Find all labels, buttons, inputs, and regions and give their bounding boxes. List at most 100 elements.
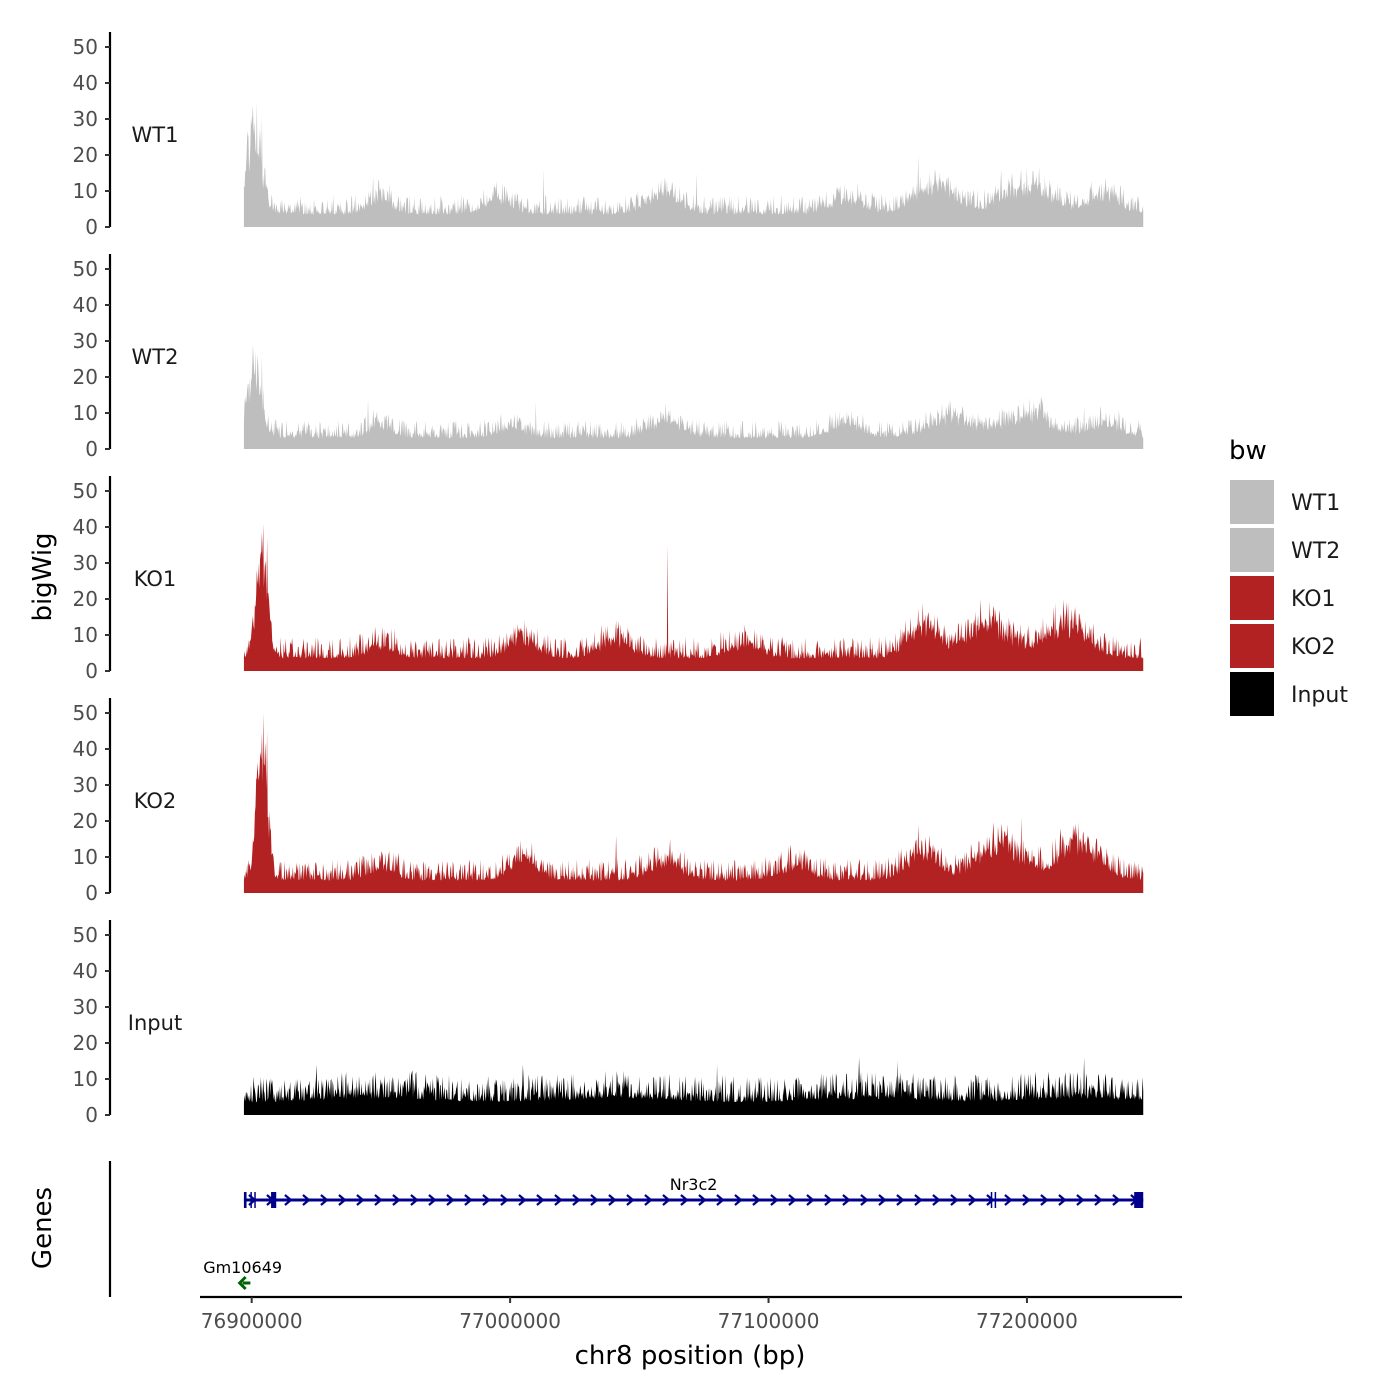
y-tick-label: 40 (73, 293, 98, 317)
y-tick-label: 30 (73, 773, 98, 797)
strand-chevron (1112, 1194, 1121, 1206)
y-tick-label: 20 (73, 1031, 98, 1055)
exon (254, 1192, 256, 1208)
strand-chevron (572, 1194, 581, 1206)
strand-chevron (284, 1194, 293, 1206)
strand-chevron (626, 1194, 635, 1206)
y-tick-label: 0 (85, 1103, 98, 1127)
legend-key-wt2 (1230, 528, 1274, 572)
y-axis-title: bigWig (28, 532, 58, 621)
strand-chevron (356, 1194, 365, 1206)
y-tick-label: 30 (73, 995, 98, 1019)
strand-chevron (950, 1194, 959, 1206)
legend-title: bw (1229, 436, 1267, 466)
strand-chevron (338, 1194, 347, 1206)
y-tick-label: 30 (73, 107, 98, 131)
strand-chevron (237, 1275, 247, 1291)
strand-chevron (536, 1194, 545, 1206)
genes-axis-title: Genes (28, 1187, 58, 1269)
strand-chevron (320, 1194, 329, 1206)
strand-chevron (860, 1194, 869, 1206)
exon (994, 1192, 997, 1208)
signal-area-wt1 (243, 100, 1144, 227)
strand-chevron (1004, 1194, 1013, 1206)
strand-chevron (1076, 1194, 1085, 1206)
track-input: 0 10 20 30 40 50 Input (73, 920, 1144, 1127)
legend-key-ko2 (1230, 624, 1274, 668)
strand-chevron (986, 1194, 995, 1206)
strand-chevron (644, 1194, 653, 1206)
strand-chevron (1022, 1194, 1031, 1206)
y-tick-label: 50 (73, 479, 98, 503)
y-tick-label: 0 (85, 659, 98, 683)
track-label: KO2 (134, 789, 177, 813)
y-tick-label: 10 (73, 845, 98, 869)
legend-label: Input (1291, 683, 1348, 708)
strand-chevron (500, 1194, 509, 1206)
y-tick-label: 10 (73, 1067, 98, 1091)
strand-chevron (806, 1194, 815, 1206)
x-tick-label: 77100000 (718, 1309, 820, 1333)
strand-chevron (698, 1194, 707, 1206)
track-label: KO1 (134, 567, 177, 591)
signal-area-input (243, 1057, 1144, 1115)
strand-chevron (590, 1194, 599, 1206)
x-axis: 76900000 77000000 77100000 77200000 (200, 1295, 1182, 1333)
strand-chevron (914, 1194, 923, 1206)
strand-chevron (428, 1194, 437, 1206)
strand-chevron (410, 1194, 419, 1206)
strand-chevron (968, 1194, 977, 1206)
y-tick-label: 40 (73, 959, 98, 983)
y-tick-label: 10 (73, 401, 98, 425)
y-tick-label: 30 (73, 551, 98, 575)
strand-chevron (932, 1194, 941, 1206)
y-tick-label: 30 (73, 329, 98, 353)
track-ko2: 0 10 20 30 40 50 KO2 (73, 698, 1144, 905)
track-label: WT1 (132, 123, 179, 147)
signal-area-ko2 (243, 713, 1144, 893)
strand-chevron (374, 1194, 383, 1206)
x-tick-label: 77000000 (459, 1309, 561, 1333)
y-tick-label: 0 (85, 215, 98, 239)
genes-panel: Nr3c2 Gm10649 (108, 1161, 1144, 1297)
legend-label: KO2 (1291, 635, 1336, 660)
y-tick-label: 0 (85, 881, 98, 905)
strand-chevron (446, 1194, 455, 1206)
strand-chevron (608, 1194, 617, 1206)
signal-tracks: 0 10 20 30 40 50 WT1 0 10 20 30 40 50 WT2 0 10 20 30 40 50 K… (73, 32, 1144, 1127)
signal-area-wt2 (243, 344, 1144, 449)
strand-chevron (896, 1194, 905, 1206)
strand-chevron (1058, 1194, 1067, 1206)
y-tick-label: 20 (73, 587, 98, 611)
y-tick-label: 20 (73, 143, 98, 167)
legend-key-input (1230, 672, 1274, 716)
y-tick-label: 20 (73, 365, 98, 389)
y-tick-label: 40 (73, 71, 98, 95)
y-tick-label: 20 (73, 809, 98, 833)
strand-chevron (752, 1194, 761, 1206)
y-tick-label: 50 (73, 701, 98, 725)
y-tick-label: 50 (73, 257, 98, 281)
strand-chevron (482, 1194, 491, 1206)
legend-key-wt1 (1230, 480, 1274, 524)
y-tick-label: 50 (73, 35, 98, 59)
strand-chevron (302, 1194, 311, 1206)
track-wt2: 0 10 20 30 40 50 WT2 (73, 254, 1144, 461)
strand-chevron (878, 1194, 887, 1206)
y-tick-label: 0 (85, 437, 98, 461)
x-axis-title: chr8 position (bp) (575, 1341, 806, 1371)
strand-chevron (554, 1194, 563, 1206)
strand-chevron (824, 1194, 833, 1206)
strand-chevron (680, 1194, 689, 1206)
gene-label: Gm10649 (203, 1258, 282, 1277)
y-tick-label: 50 (73, 923, 98, 947)
strand-chevron (1040, 1194, 1049, 1206)
exon (1134, 1192, 1144, 1208)
track-wt1: 0 10 20 30 40 50 WT1 (73, 32, 1144, 239)
y-tick-label: 40 (73, 515, 98, 539)
gene-label: Nr3c2 (670, 1175, 718, 1194)
exon (243, 1192, 247, 1208)
strand-chevron (518, 1194, 527, 1206)
track-ko1: 0 10 20 30 40 50 KO1 (73, 476, 1144, 683)
exon (271, 1192, 277, 1208)
